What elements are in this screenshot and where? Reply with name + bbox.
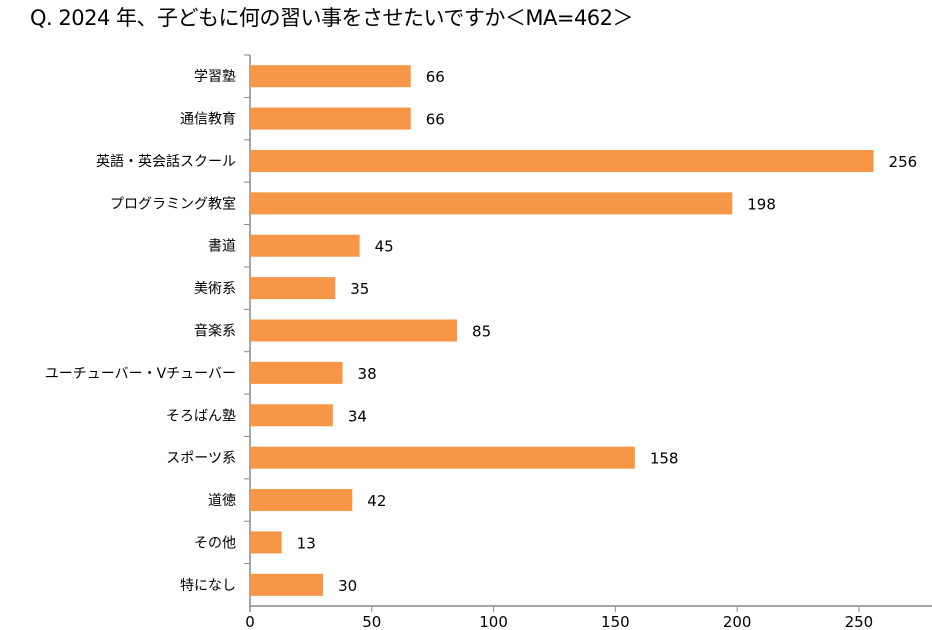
category-label: 英語・英会話スクール xyxy=(96,153,236,170)
x-tick-label: 150 xyxy=(601,613,630,630)
bar xyxy=(250,319,458,342)
data-label: 256 xyxy=(889,153,918,171)
bar xyxy=(250,192,733,215)
x-tick-label: 200 xyxy=(723,613,752,630)
category-label: スポーツ系 xyxy=(166,451,236,467)
bar xyxy=(250,446,635,469)
bar xyxy=(250,531,282,554)
category-label: 道徳 xyxy=(208,493,236,509)
chart-title: Q. 2024 年、子どもに何の習い事をさせたいですか＜MA=462＞ xyxy=(30,6,634,30)
category-label: プログラミング教室 xyxy=(110,195,236,212)
category-label: 書道 xyxy=(208,239,236,255)
bar xyxy=(250,149,874,172)
bar xyxy=(250,404,333,427)
bar xyxy=(250,234,360,257)
category-label: 通信教育 xyxy=(180,112,236,128)
bar xyxy=(250,489,353,512)
category-label: 学習塾 xyxy=(194,69,236,85)
category-label: 音楽系 xyxy=(194,323,236,340)
bar xyxy=(250,361,343,384)
data-label: 42 xyxy=(367,492,386,510)
x-tick-label: 50 xyxy=(362,613,381,630)
data-label: 30 xyxy=(338,577,357,595)
bar xyxy=(250,277,336,300)
data-label: 45 xyxy=(375,238,394,256)
data-label: 158 xyxy=(650,450,679,468)
data-label: 35 xyxy=(350,280,369,298)
category-label: 美術系 xyxy=(194,281,236,297)
category-label: ユーチューバー・Vチューバー xyxy=(45,366,236,382)
bar xyxy=(250,573,324,596)
data-label: 66 xyxy=(426,68,445,86)
data-label: 38 xyxy=(358,365,377,383)
x-tick-label: 250 xyxy=(845,613,874,630)
x-tick-label: 0 xyxy=(245,613,255,630)
data-label: 66 xyxy=(426,111,445,129)
data-label: 34 xyxy=(348,407,367,425)
data-label: 13 xyxy=(297,534,316,552)
category-label: その他 xyxy=(194,535,236,551)
category-label: そろばん塾 xyxy=(166,408,236,424)
data-label: 198 xyxy=(747,195,776,213)
x-tick-label: 100 xyxy=(479,613,508,630)
category-label: 特になし xyxy=(180,578,236,594)
data-label: 85 xyxy=(472,323,491,341)
bar xyxy=(250,107,411,130)
bar xyxy=(250,65,411,88)
